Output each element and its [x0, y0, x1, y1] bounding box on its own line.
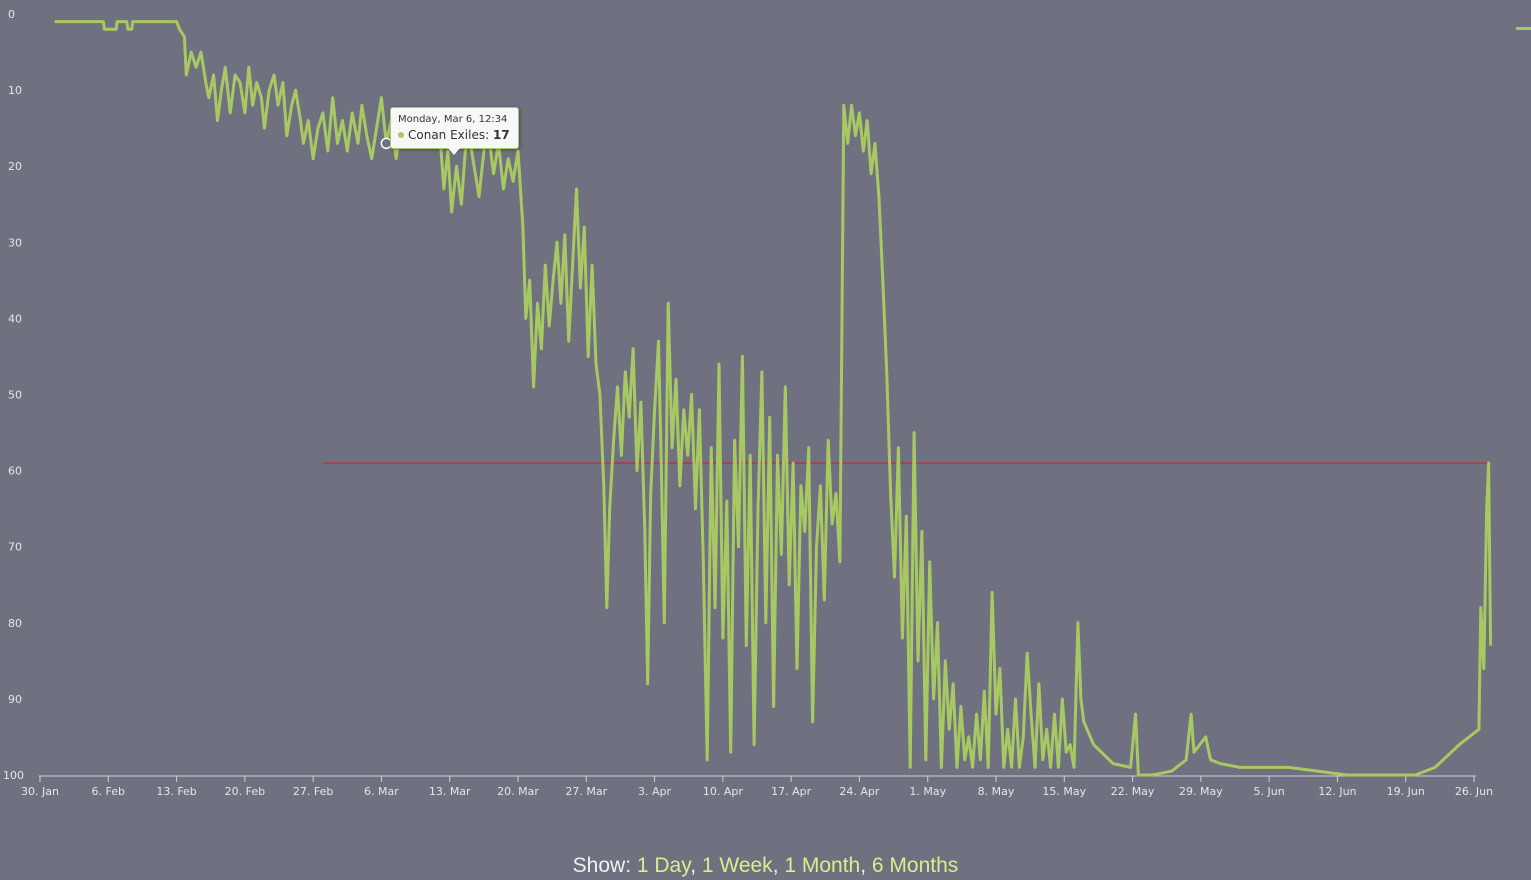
x-tick-label: 13. Mar: [429, 785, 471, 798]
x-tick-label: 15. May: [1042, 785, 1086, 798]
x-tick-label: 8. May: [978, 785, 1015, 798]
y-tick-label: 50: [8, 389, 22, 402]
y-axis: 0 10 20 30 40 50 60 70 80 90 100: [3, 8, 24, 782]
x-tick-label: 17. Apr: [771, 785, 811, 798]
y-tick-label: 60: [8, 465, 22, 478]
y-tick-label: 30: [8, 236, 22, 249]
x-tick-label: 27. Feb: [293, 785, 333, 798]
y-tick-label: 0: [8, 8, 15, 21]
x-tick-label: 6. Mar: [364, 785, 399, 798]
tooltip-series-label: Conan Exiles:: [408, 128, 493, 142]
separator: ,: [860, 854, 872, 877]
x-tick-label: 20. Mar: [497, 785, 539, 798]
x-axis: 30. Jan 6. Feb 13. Feb 20. Feb 27. Feb 6. Mar…: [21, 775, 1493, 798]
y-tick-label: 100: [3, 769, 24, 782]
x-tick-label: 6. Feb: [92, 785, 125, 798]
y-tick-label: 20: [8, 160, 22, 173]
x-tick-label: 29. May: [1179, 785, 1223, 798]
range-selector: Show: 1 Day, 1 Week, 1 Month, 6 Months: [0, 854, 1531, 878]
legend-marker: [1516, 27, 1531, 30]
x-tick-label: 22. May: [1111, 785, 1155, 798]
x-tick-label: 26. Jun: [1455, 785, 1493, 798]
y-tick-label: 90: [8, 693, 22, 706]
x-tick-label: 27. Mar: [565, 785, 607, 798]
series-dot-icon: [398, 132, 404, 138]
series-line-conan-exiles[interactable]: [54, 20, 1493, 777]
tooltip-row: Conan Exiles: 17: [398, 128, 510, 142]
range-1-day-link[interactable]: 1 Day: [636, 854, 691, 877]
x-tick-label: 30. Jan: [21, 785, 59, 798]
separator: ,: [772, 854, 785, 877]
x-tick-label: 1. May: [909, 785, 946, 798]
chart-svg: 0 10 20 30 40 50 60 70 80 90 100 30. Jan 6. Feb 13. …: [3, 8, 1493, 798]
x-tick-label: 20. Feb: [225, 785, 265, 798]
x-tick-label: 13. Feb: [156, 785, 196, 798]
y-tick-label: 80: [8, 617, 22, 630]
y-tick-label: 10: [8, 84, 22, 97]
y-tick-label: 70: [8, 541, 22, 554]
tooltip-value: 17: [492, 128, 510, 142]
rank-chart: 0 10 20 30 40 50 60 70 80 90 100 30. Jan 6. Feb 13. …: [3, 8, 1531, 798]
x-tick-label: 19. Jun: [1387, 785, 1425, 798]
range-1-week-link[interactable]: 1 Week: [701, 854, 773, 877]
x-tick-label: 5. Jun: [1254, 785, 1285, 798]
range-6-months-link[interactable]: 6 Months: [871, 854, 959, 877]
x-tick-label: 10. Apr: [703, 785, 743, 798]
range-1-month-link[interactable]: 1 Month: [784, 854, 861, 877]
x-tick-label: 3. Apr: [638, 785, 671, 798]
tooltip-date: Monday, Mar 6, 12:34: [398, 114, 508, 125]
x-tick-label: 24. Apr: [839, 785, 879, 798]
separator: ,: [690, 854, 702, 877]
tooltip: Monday, Mar 6, 12:34 Conan Exiles: 17: [390, 107, 519, 155]
y-tick-label: 40: [8, 312, 22, 325]
x-tick-label: 12. Jun: [1318, 785, 1356, 798]
show-label: Show:: [572, 854, 637, 877]
